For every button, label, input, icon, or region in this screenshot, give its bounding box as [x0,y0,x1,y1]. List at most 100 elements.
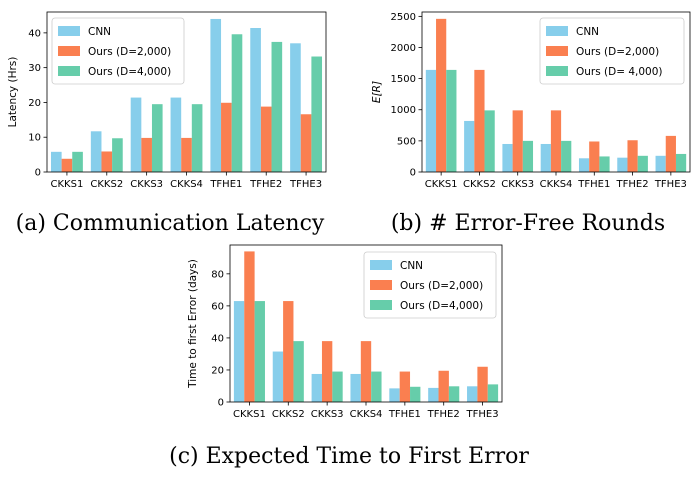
bar [283,301,294,402]
y-axis-label: Time to first Error (days) [187,259,199,389]
bar [446,69,457,172]
chart-b: 0 500 1000 1500 2000 2500 CKKS1 CKKS2 CKKS3 CKKS4… [371,11,691,236]
bar [627,140,638,172]
x-tick-label: TFHE3 [654,179,687,190]
bar [512,110,523,172]
bar [321,341,333,402]
x-tick-label: TFHE2 [249,179,282,190]
y-tick-label: 40 [211,333,224,344]
x-tick-label: CKKS1 [51,179,84,190]
legend-swatch [370,280,392,290]
bar [578,158,590,172]
bar [271,41,283,172]
bar [332,371,343,402]
legend-label: Ours (D=4,000) [400,300,483,312]
x-tick-label: CKKS3 [501,179,534,190]
x-tick-label: CKKS4 [170,179,203,190]
bar [300,114,312,172]
y-tick-label: 10 [28,133,41,144]
bar [350,373,361,402]
bar [399,371,411,402]
y-tick-label: 40 [28,28,41,39]
y-tick-label: 2500 [391,12,416,23]
bar [425,69,437,172]
bar [484,110,495,172]
x-tick-label: CKKS2 [463,179,496,190]
x-tick-label: TFHE3 [289,179,322,190]
bar [90,131,102,172]
bar [141,137,152,172]
x-tick-label: CKKS4 [350,409,383,420]
x-tick-label: TFHE1 [388,409,421,420]
bar [101,151,113,172]
y-tick-label: 0 [218,398,224,409]
bar [72,151,83,172]
x-tick-label: TFHE2 [616,179,649,190]
x-tick-label: TFHE3 [466,409,499,420]
bar [311,373,322,402]
legend-label: Ours (D= 4,000) [576,66,663,78]
y-tick-label: 0 [35,168,41,179]
bar [410,386,421,402]
chart-a: 0 10 20 30 40 CKKS1 CKKS2 CKKS3 CKKS4 TFHE1 TFHE2 T… [7,11,327,236]
bar [389,388,400,402]
bar [502,143,513,172]
bar [464,120,475,172]
bar [561,140,572,172]
bar [112,138,123,172]
bar [221,102,232,172]
y-tick-label: 80 [211,269,224,280]
bar [61,158,73,172]
y-tick-label: 30 [28,63,41,74]
bar [655,155,666,172]
bar [540,143,551,172]
y-tick-label: 1000 [391,105,416,116]
figure-caption: (a) Communication Latency [16,211,325,236]
legend-swatch [546,46,568,56]
bar [210,18,222,173]
y-tick-label: 0 [410,168,416,179]
legend-swatch [58,46,80,56]
bar [617,157,628,172]
bar [130,97,142,172]
figure-caption: (c) Expected Time to First Error [169,444,529,469]
legend-label: CNN [400,260,423,272]
bar [428,387,439,402]
bar [50,151,62,172]
legend-box [51,17,185,85]
x-tick-label: CKKS1 [233,409,266,420]
legend-box [363,251,497,319]
x-tick-label: CKKS1 [425,179,458,190]
x-tick-label: CKKS3 [130,179,163,190]
y-tick-label: 500 [397,136,416,147]
bar [181,137,192,172]
x-tick-label: CKKS2 [90,179,123,190]
bar [675,153,687,172]
legend-label: Ours (D=2,000) [576,46,659,58]
bar [151,104,163,172]
x-tick-label: CKKS2 [272,409,305,420]
x-tick-label: TFHE1 [577,179,610,190]
bar [260,106,272,172]
legend-swatch [370,300,392,310]
legend-label: CNN [576,26,599,38]
legend-label: CNN [88,26,111,38]
x-tick-label: TFHE2 [427,409,460,420]
bar [170,97,182,172]
x-tick-label: CKKS3 [311,409,344,420]
bar [665,135,676,172]
bar [436,18,447,172]
bar [231,34,243,173]
bar [589,141,600,172]
bar [487,384,499,402]
legend-label: Ours (D=2,000) [88,46,171,58]
bar [272,351,284,402]
bar [360,341,372,402]
legend-label: Ours (D=2,000) [400,280,483,292]
legend-swatch [58,26,80,36]
y-tick-label: 20 [28,98,41,109]
bar [438,370,449,402]
legend-swatch [546,66,568,76]
bar [477,366,488,402]
y-axis-label: Latency (Hrs) [7,57,19,128]
